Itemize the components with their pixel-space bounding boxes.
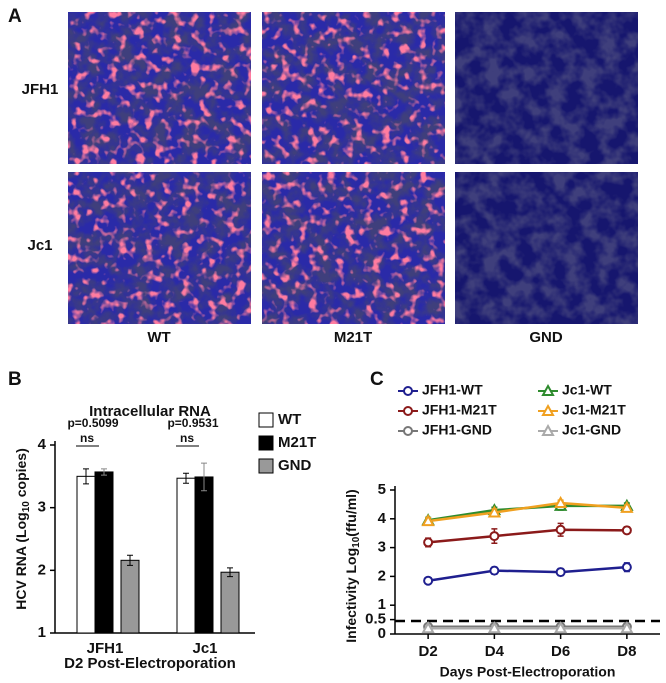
annotation: p=0.9531 <box>167 416 218 430</box>
series-line <box>428 528 627 544</box>
error-bar <box>183 472 189 484</box>
x-axis-label: Days Post-Electroporation <box>440 664 616 680</box>
y-axis-label: Infectivity Log10(ffu/ml) <box>343 489 362 642</box>
y-tick-label: 4 <box>38 436 47 453</box>
error-bar <box>101 468 107 476</box>
legend-swatch <box>258 458 274 474</box>
legend-marker <box>403 426 413 436</box>
marker <box>489 565 500 576</box>
legend-label: WT <box>278 411 301 428</box>
legend-swatch <box>258 435 274 451</box>
marker <box>555 524 566 535</box>
column-label: M21T <box>334 329 372 346</box>
legend-label: GND <box>278 457 312 474</box>
series-line <box>427 501 627 523</box>
marker <box>489 531 500 542</box>
y-axis-label-part: 10 <box>21 501 32 513</box>
error-bar <box>127 554 133 566</box>
series-line <box>427 565 627 582</box>
x-tick-label: D2 <box>419 643 438 660</box>
marker <box>621 562 632 573</box>
marker <box>553 621 568 634</box>
row-label: Jc1 <box>27 237 52 254</box>
error-bar <box>201 462 207 492</box>
y-tick-label: 1 <box>38 624 46 641</box>
micrograph-texture <box>455 12 638 164</box>
bar <box>94 471 114 634</box>
legend-swatch <box>258 412 274 428</box>
bar <box>120 559 140 634</box>
y-axis-label-part: Infectivity Log <box>343 548 359 643</box>
x-tick-label: Jc1 <box>192 640 217 657</box>
legend-label: JFH1-WT <box>422 382 483 398</box>
micrographs <box>68 12 638 324</box>
annotation: ns <box>180 431 194 445</box>
y-tick-label: 2 <box>38 561 46 578</box>
bar <box>176 477 196 634</box>
bar <box>220 571 240 634</box>
micrograph-signal <box>68 12 251 164</box>
legend-label: M21T <box>278 434 316 451</box>
column-label: GND <box>529 329 563 346</box>
marker <box>620 500 634 513</box>
legend-marker <box>541 383 555 396</box>
x-axis-label: D2 Post-Electroporation <box>64 655 236 672</box>
marker <box>487 505 502 518</box>
panel-label: A <box>8 6 22 27</box>
y-tick-label: 3 <box>378 539 386 556</box>
legend-label: Jc1-WT <box>562 382 612 398</box>
micrograph-signal <box>262 12 445 164</box>
chart-title: Intracellular RNA <box>89 403 211 420</box>
micrograph-texture <box>455 172 638 324</box>
marker <box>421 514 435 527</box>
x-tick-label: D4 <box>485 643 505 660</box>
bar <box>76 475 96 634</box>
marker <box>423 575 434 586</box>
x-tick-label: D6 <box>551 643 570 660</box>
panel-label: B <box>8 369 22 390</box>
y-axis-label: HCV RNA (Log10 copies) <box>13 448 32 610</box>
legend-marker <box>541 403 555 416</box>
legend-marker <box>403 386 413 396</box>
annotation: p=0.5099 <box>67 416 118 430</box>
marker <box>423 537 434 548</box>
y-tick-label: 2 <box>378 567 386 584</box>
legend-marker <box>403 406 413 416</box>
marker <box>621 525 632 536</box>
error-bar <box>83 468 89 485</box>
x-tick-label: JFH1 <box>87 640 124 657</box>
y-tick-label: 5 <box>378 481 386 498</box>
y-tick-label: 0 <box>378 625 386 642</box>
micrograph-signal <box>68 172 251 324</box>
legend-label: JFH1-GND <box>422 422 492 438</box>
marker <box>421 621 435 634</box>
error-bar <box>227 567 233 578</box>
marker <box>620 621 634 634</box>
row-label: JFH1 <box>22 81 59 98</box>
marker <box>553 495 568 508</box>
annotation: ns <box>80 431 94 445</box>
legend-label: Jc1-M21T <box>562 402 626 418</box>
bar <box>194 476 214 634</box>
y-axis-label-part: copies) <box>13 448 29 501</box>
y-tick-label: 1 <box>378 596 386 613</box>
marker <box>487 621 502 634</box>
legend-marker <box>541 423 555 436</box>
column-label: WT <box>147 329 170 346</box>
legend-label: Jc1-GND <box>562 422 621 438</box>
y-tick-label: 3 <box>38 499 46 516</box>
y-tick-label: 0.5 <box>365 611 386 628</box>
marker <box>555 567 566 578</box>
micrograph-signal <box>262 172 445 324</box>
legend-label: JFH1-M21T <box>422 402 497 418</box>
x-tick-label: D8 <box>617 643 636 660</box>
y-axis-label-part: 10 <box>351 536 362 548</box>
y-axis-label-part: HCV RNA (Log <box>13 512 29 609</box>
panel-label: C <box>370 369 384 390</box>
y-tick-label: 4 <box>378 510 387 527</box>
y-axis-label-part: (ffu/ml) <box>343 489 359 536</box>
